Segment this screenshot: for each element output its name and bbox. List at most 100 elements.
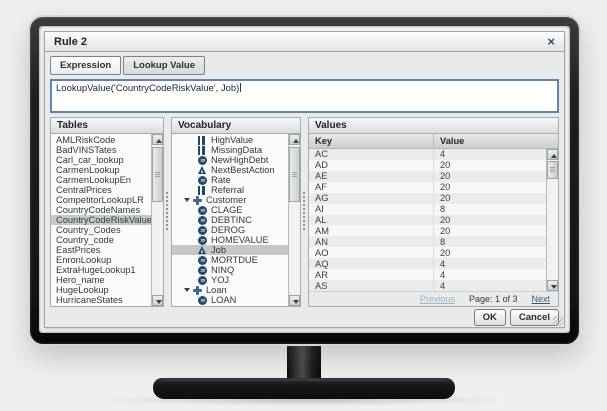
table-row[interactable]: AI 8 — [309, 203, 546, 215]
monitor-screen: Rule 2 × Expression Lookup Value LookupV… — [39, 26, 570, 333]
list-item[interactable]: Carl_car_lookup — [56, 155, 124, 165]
scroll-up-icon[interactable] — [547, 149, 558, 160]
scroll-down-icon[interactable] — [152, 295, 163, 306]
column-header-key[interactable]: Key — [309, 134, 434, 148]
tree-item[interactable]: HighValue — [172, 135, 288, 145]
table-row[interactable]: AG 20 — [309, 192, 546, 204]
char-bars-icon — [198, 145, 207, 155]
values-panel: Values Key Value AC 4 AD 20 AE 20 — [308, 117, 559, 307]
list-item[interactable]: HugeLookup — [56, 285, 109, 295]
next-page-link[interactable]: Next — [531, 294, 550, 304]
table-row[interactable]: AQ 4 — [309, 258, 546, 270]
scroll-down-icon[interactable] — [289, 295, 300, 306]
scrollbar-thumb[interactable] — [152, 147, 163, 202]
resize-grip-icon[interactable] — [553, 316, 563, 326]
tree-item[interactable]: MORTDUE — [172, 255, 288, 265]
panel-splitter[interactable] — [164, 117, 171, 307]
tree-item[interactable]: NextBestAction — [172, 165, 288, 175]
expression-text: LookupValue('CountryCodeRiskValue', Job) — [56, 83, 240, 94]
tree-item[interactable]: CLAGE — [172, 205, 288, 215]
list-item[interactable]: ExtraHugeLookup1 — [56, 265, 136, 275]
scroll-up-icon[interactable] — [289, 134, 300, 145]
list-item[interactable]: Hero_name — [56, 275, 105, 285]
values-rows: AC 4 AD 20 AE 20 AF 20 AG 20 AI 8 AL 20 AM 20 AN… — [309, 149, 546, 291]
tree-item[interactable]: HOMEVALUE — [172, 235, 288, 245]
values-table-header: Key Value — [309, 134, 558, 149]
values-scrollbar[interactable] — [546, 149, 558, 291]
list-item[interactable]: CountryCodeNames — [56, 205, 141, 215]
vocabulary-scrollbar[interactable] — [288, 134, 300, 306]
tree-item[interactable]: DEROG — [172, 225, 288, 235]
table-row[interactable]: AS 4 — [309, 280, 546, 291]
numeric-circle-icon — [198, 295, 207, 305]
table-row[interactable]: AC 4 — [309, 149, 546, 160]
tree-item[interactable]: Rate — [172, 175, 288, 185]
vocabulary-tree: HighValue MissingData NewHighDebt NextBe… — [172, 134, 288, 306]
entity-node-icon — [193, 195, 202, 205]
table-row[interactable]: AR 4 — [309, 269, 546, 281]
table-row[interactable]: AL 20 — [309, 214, 546, 226]
close-icon[interactable]: × — [547, 33, 555, 49]
previous-page-link[interactable]: Previous — [419, 294, 455, 304]
tab-lookup-value[interactable]: Lookup Value — [123, 56, 205, 75]
table-row[interactable]: AF 20 — [309, 181, 546, 193]
table-row[interactable]: AD 20 — [309, 159, 546, 171]
list-item[interactable]: EastPrices — [56, 245, 101, 255]
numeric-circle-icon — [198, 235, 207, 245]
char-bars-icon — [198, 185, 207, 195]
list-item[interactable]: CompetitorLookupLR — [56, 195, 144, 205]
list-item[interactable]: Country_Codes — [56, 225, 121, 235]
tables-scrollbar[interactable] — [151, 134, 163, 306]
scrollbar-thumb[interactable] — [547, 161, 558, 179]
list-item[interactable]: EnronLookup — [56, 255, 112, 265]
panel-splitter[interactable] — [301, 117, 308, 307]
char-bars-icon — [198, 135, 207, 145]
tab-expression[interactable]: Expression — [50, 56, 122, 75]
tree-item[interactable]: DEBTINC — [172, 215, 288, 225]
table-row[interactable]: AN 8 — [309, 236, 546, 248]
expression-input[interactable]: LookupValue('CountryCodeRiskValue', Job) — [50, 79, 559, 113]
tree-item[interactable]: LOAN — [172, 295, 288, 305]
list-item[interactable]: HurricaneStates — [56, 295, 123, 305]
tree-item[interactable]: NewHighDebt — [172, 155, 288, 165]
numeric-circle-icon — [198, 265, 207, 275]
tree-item[interactable]: MissingData — [172, 145, 288, 155]
list-item[interactable]: BadVINSTates — [56, 145, 117, 155]
tables-panel: Tables AMLRiskCode BadVINSTates Carl_car… — [50, 117, 164, 307]
table-row[interactable]: AE 20 — [309, 170, 546, 182]
entity-node-icon — [193, 285, 202, 295]
list-item[interactable]: AMLRiskCode — [56, 135, 116, 145]
monitor-stand-base — [153, 378, 455, 399]
column-header-value[interactable]: Value — [440, 136, 465, 146]
numeric-circle-icon — [198, 155, 207, 165]
tree-node-loan[interactable]: Loan — [172, 285, 288, 295]
tree-item[interactable]: Referral — [172, 185, 288, 195]
list-item[interactable]: CentralPrices — [56, 185, 112, 195]
table-row[interactable]: AM 20 — [309, 225, 546, 237]
list-item[interactable]: CarmenLookup — [56, 165, 120, 175]
numeric-circle-icon — [198, 255, 207, 265]
scrollbar-thumb[interactable] — [289, 147, 300, 202]
cancel-button[interactable]: Cancel — [509, 308, 559, 326]
ok-button[interactable]: OK — [473, 308, 506, 326]
rule-dialog: Rule 2 × Expression Lookup Value LookupV… — [44, 31, 565, 328]
pagination: Previous Page: 1 of 3 Next — [309, 291, 558, 306]
page-indicator: Page: 1 of 3 — [468, 294, 518, 304]
vocabulary-header: Vocabulary — [171, 117, 301, 134]
numeric-circle-icon — [198, 205, 207, 215]
tree-expanded-icon[interactable] — [184, 198, 190, 202]
values-header: Values — [308, 117, 559, 134]
tree-item[interactable]: YOJ — [172, 275, 288, 285]
tree-item[interactable]: NINQ — [172, 265, 288, 275]
tree-item-selected[interactable]: Job — [172, 245, 288, 255]
list-item-selected[interactable]: CountryCodeRiskValue — [51, 215, 151, 225]
scroll-up-icon[interactable] — [152, 134, 163, 145]
table-row[interactable]: AO 20 — [309, 247, 546, 259]
list-item[interactable]: CarmenLookupEn — [56, 175, 131, 185]
list-item[interactable]: Country_code — [56, 235, 114, 245]
tree-node-customer[interactable]: Customer — [172, 195, 288, 205]
scroll-down-icon[interactable] — [547, 280, 558, 291]
tree-expanded-icon[interactable] — [184, 288, 190, 292]
panels-area: Tables AMLRiskCode BadVINSTates Carl_car… — [50, 117, 559, 307]
